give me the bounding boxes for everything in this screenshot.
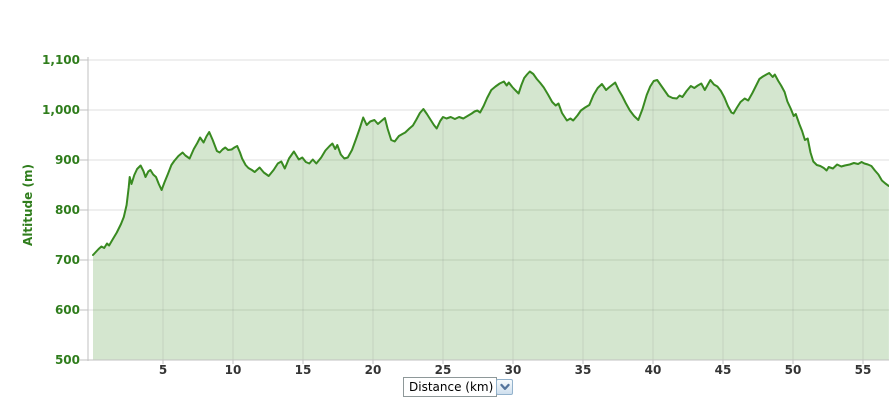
x-axis-tick-label: 25 — [434, 363, 452, 377]
x-axis-tick-label: 35 — [574, 363, 592, 377]
y-axis-tick-label: 1,100 — [42, 53, 80, 67]
y-axis-tick-label: 500 — [54, 353, 80, 367]
x-axis-tick-label: 50 — [784, 363, 802, 377]
x-axis-tick-label: 55 — [854, 363, 872, 377]
x-axis-tick-label: 15 — [294, 363, 312, 377]
x-axis-tick-label: 10 — [224, 363, 242, 377]
y-axis-tick-label: 900 — [54, 153, 80, 167]
x-axis-unit-select-value: Distance (km) — [409, 380, 494, 394]
x-axis-tick-label: 5 — [158, 363, 168, 377]
elevation-line — [92, 70, 889, 256]
x-axis-unit-select[interactable]: Distance (km) — [403, 377, 514, 397]
chevron-down-icon[interactable] — [496, 379, 514, 395]
y-axis-tick-label: 800 — [54, 203, 80, 217]
y-axis-tick-label: 1,000 — [42, 103, 80, 117]
y-axis-tick-label: 600 — [54, 303, 80, 317]
x-axis-tick-label: 40 — [644, 363, 662, 377]
x-axis-tick-label: 45 — [714, 363, 732, 377]
x-axis-tick-label: 20 — [364, 363, 382, 377]
y-axis-tick-label: 700 — [54, 253, 80, 267]
x-axis-tick-label: 30 — [504, 363, 522, 377]
area-fill — [93, 71, 889, 360]
